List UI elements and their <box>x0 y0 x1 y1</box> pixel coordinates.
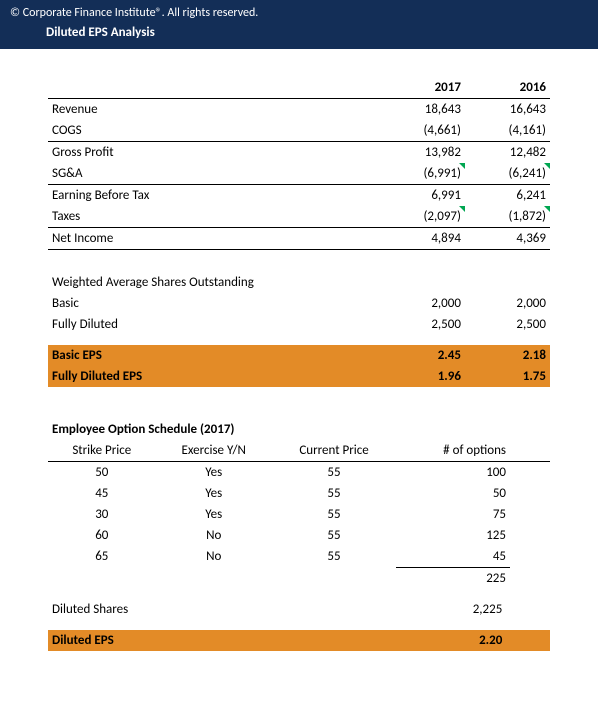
col-strike: Strike Price <box>48 440 156 462</box>
col-blank <box>510 440 550 462</box>
shares-heading: Weighted Average Shares Outstanding <box>48 272 380 293</box>
cogs-y1: (4,661) <box>380 120 465 142</box>
opt-total: 225 <box>396 568 510 590</box>
diluted-shares-bottom-value: 2,225 <box>408 599 506 620</box>
net-y2: 4,369 <box>465 228 550 250</box>
basic-eps-label: Basic EPS <box>48 345 380 366</box>
cogs-label: COGS <box>48 120 380 142</box>
gross-y1: 13,982 <box>380 142 465 164</box>
cogs-y2: (4,161) <box>465 120 550 142</box>
col-num: # of options <box>396 440 510 462</box>
opt-strike: 65 <box>48 546 156 568</box>
diluted-shares-label: Fully Diluted <box>48 314 380 335</box>
opt-current: 55 <box>272 504 396 525</box>
sga-label: SG&A <box>48 163 380 185</box>
option-schedule-table: Strike Price Exercise Y/N Current Price … <box>48 440 550 589</box>
diluted-eps-bottom-value: 2.20 <box>408 630 506 651</box>
gross-label: Gross Profit <box>48 142 380 164</box>
opt-current: 55 <box>272 462 396 484</box>
opt-exercise: Yes <box>156 462 272 484</box>
diluted-shares-y1: 2,500 <box>380 314 465 335</box>
opt-num: 125 <box>396 525 510 546</box>
year-2-header: 2016 <box>465 77 550 99</box>
opt-exercise: No <box>156 525 272 546</box>
opt-num: 100 <box>396 462 510 484</box>
net-y1: 4,894 <box>380 228 465 250</box>
ebt-label: Earning Before Tax <box>48 185 380 207</box>
year-1-header: 2017 <box>380 77 465 99</box>
sga-y1: (6,991) <box>380 163 465 185</box>
diluted-eps-bottom-table: Diluted EPS 2.20 <box>48 630 550 651</box>
opt-num: 75 <box>396 504 510 525</box>
diluted-shares-y2: 2,500 <box>465 314 550 335</box>
diluted-eps-y2: 1.75 <box>465 366 550 387</box>
diluted-eps-label: Fully Diluted EPS <box>48 366 380 387</box>
opt-current: 55 <box>272 483 396 504</box>
copyright-text: © Corporate Finance Institute®. All righ… <box>0 0 598 23</box>
taxes-label: Taxes <box>48 206 380 228</box>
opt-current: 55 <box>272 525 396 546</box>
opt-exercise: Yes <box>156 483 272 504</box>
diluted-shares-table: Diluted Shares 2,225 <box>48 599 550 620</box>
basic-shares-y1: 2,000 <box>380 293 465 314</box>
col-current: Current Price <box>272 440 396 462</box>
blank-header <box>48 77 380 99</box>
opt-num: 45 <box>396 546 510 568</box>
basic-eps-y2: 2.18 <box>465 345 550 366</box>
shares-table: Weighted Average Shares Outstanding Basi… <box>48 272 550 335</box>
revenue-y2: 16,643 <box>465 99 550 121</box>
page-title: Diluted EPS Analysis <box>0 23 598 49</box>
net-label: Net Income <box>48 228 380 250</box>
opt-exercise: No <box>156 546 272 568</box>
eps-table: Basic EPS 2.45 2.18 Fully Diluted EPS 1.… <box>48 345 550 387</box>
basic-shares-label: Basic <box>48 293 380 314</box>
opt-strike: 30 <box>48 504 156 525</box>
taxes-y1: (2,097) <box>380 206 465 228</box>
basic-shares-y2: 2,000 <box>465 293 550 314</box>
ebt-y2: 6,241 <box>465 185 550 207</box>
taxes-y2: (1,872) <box>465 206 550 228</box>
diluted-eps-bottom-label: Diluted EPS <box>48 630 266 651</box>
col-exercise: Exercise Y/N <box>156 440 272 462</box>
opt-strike: 60 <box>48 525 156 546</box>
opt-current: 55 <box>272 546 396 568</box>
revenue-label: Revenue <box>48 99 380 121</box>
opt-exercise: Yes <box>156 504 272 525</box>
diluted-eps-y1: 1.96 <box>380 366 465 387</box>
revenue-y1: 18,643 <box>380 99 465 121</box>
sga-y2: (6,241) <box>465 163 550 185</box>
diluted-shares-bottom-label: Diluted Shares <box>48 599 266 620</box>
income-statement-table: 2017 2016 Revenue 18,643 16,643 COGS (4,… <box>48 77 550 250</box>
basic-eps-y1: 2.45 <box>380 345 465 366</box>
schedule-title: Employee Option Schedule (2017) <box>48 419 550 440</box>
ebt-y1: 6,991 <box>380 185 465 207</box>
gross-y2: 12,482 <box>465 142 550 164</box>
opt-strike: 45 <box>48 483 156 504</box>
opt-strike: 50 <box>48 462 156 484</box>
opt-num: 50 <box>396 483 510 504</box>
main-content: 2017 2016 Revenue 18,643 16,643 COGS (4,… <box>0 49 598 661</box>
